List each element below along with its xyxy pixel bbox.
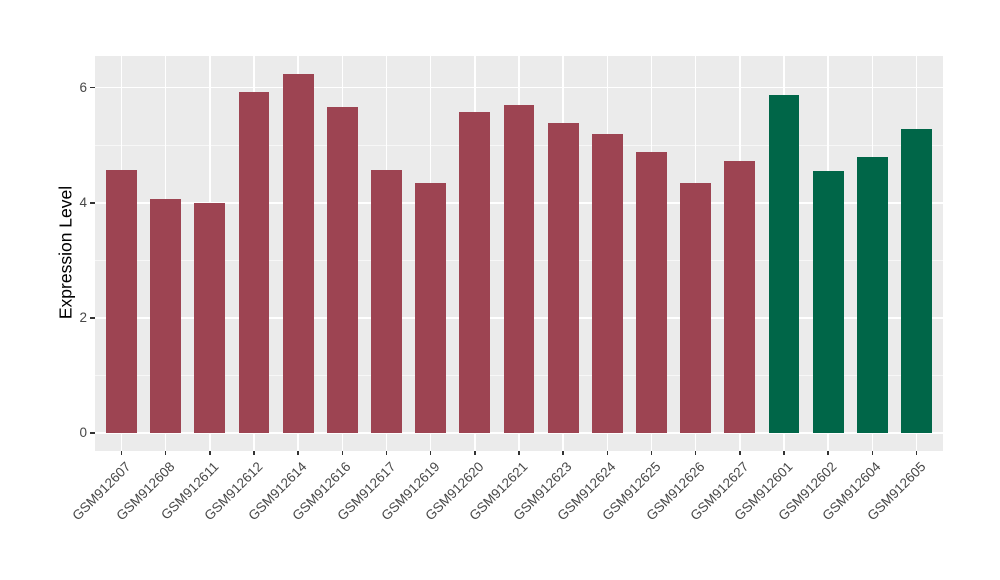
- y-tick-label-2: 2: [79, 310, 87, 326]
- bar-GSM912614: [282, 74, 314, 434]
- bar-GSM912627: [724, 160, 756, 434]
- y-tick-0: [90, 432, 95, 435]
- x-tick-GSM912626: [694, 450, 697, 455]
- x-tick-GSM912623: [562, 450, 564, 455]
- bar-GSM912626: [680, 182, 712, 434]
- x-tick-GSM912616: [341, 450, 344, 455]
- bar-GSM912624: [591, 133, 623, 434]
- bar-GSM912601: [768, 95, 800, 434]
- bar-GSM912625: [636, 152, 667, 434]
- x-tick-GSM912607: [120, 450, 123, 455]
- x-tick-GSM912612: [253, 450, 255, 455]
- bar-GSM912619: [415, 182, 447, 434]
- x-tick-GSM912619: [429, 450, 432, 455]
- bar-GSM912623: [547, 123, 579, 434]
- bar-GSM912604: [856, 157, 888, 434]
- x-tick-GSM912611: [209, 450, 211, 455]
- bar-GSM912605: [901, 128, 932, 434]
- y-tick-6: [90, 86, 95, 89]
- y-tick-label-0: 0: [79, 425, 87, 441]
- y-axis-title-text: Expression Level: [55, 185, 76, 320]
- x-tick-GSM912627: [739, 450, 741, 455]
- x-tick-GSM912620: [474, 450, 476, 455]
- x-tick-GSM912614: [297, 450, 299, 455]
- x-tick-GSM912621: [518, 450, 520, 455]
- x-tick-GSM912608: [164, 450, 167, 455]
- y-tick-4: [90, 202, 95, 204]
- bar-GSM912616: [326, 106, 358, 434]
- y-tick-2: [90, 317, 95, 319]
- x-tick-GSM912624: [606, 450, 609, 455]
- y-tick-label-6: 6: [79, 79, 87, 95]
- bar-GSM912612: [238, 91, 270, 434]
- x-tick-GSM912617: [385, 450, 388, 455]
- plot-panel: [95, 56, 943, 451]
- bar-GSM912607: [106, 170, 137, 434]
- x-tick-GSM912601: [783, 450, 785, 455]
- bar-GSM912608: [150, 199, 182, 434]
- bar-GSM912620: [459, 112, 491, 434]
- bar-GSM912617: [371, 170, 402, 434]
- bar-GSM912611: [194, 203, 226, 434]
- x-tick-GSM912604: [871, 450, 874, 455]
- y-tick-label-4: 4: [79, 194, 87, 210]
- x-tick-GSM912605: [915, 450, 918, 455]
- x-tick-GSM912602: [827, 450, 829, 455]
- bar-GSM912621: [503, 104, 535, 434]
- x-tick-GSM912625: [650, 450, 653, 455]
- bar-GSM912602: [812, 170, 844, 434]
